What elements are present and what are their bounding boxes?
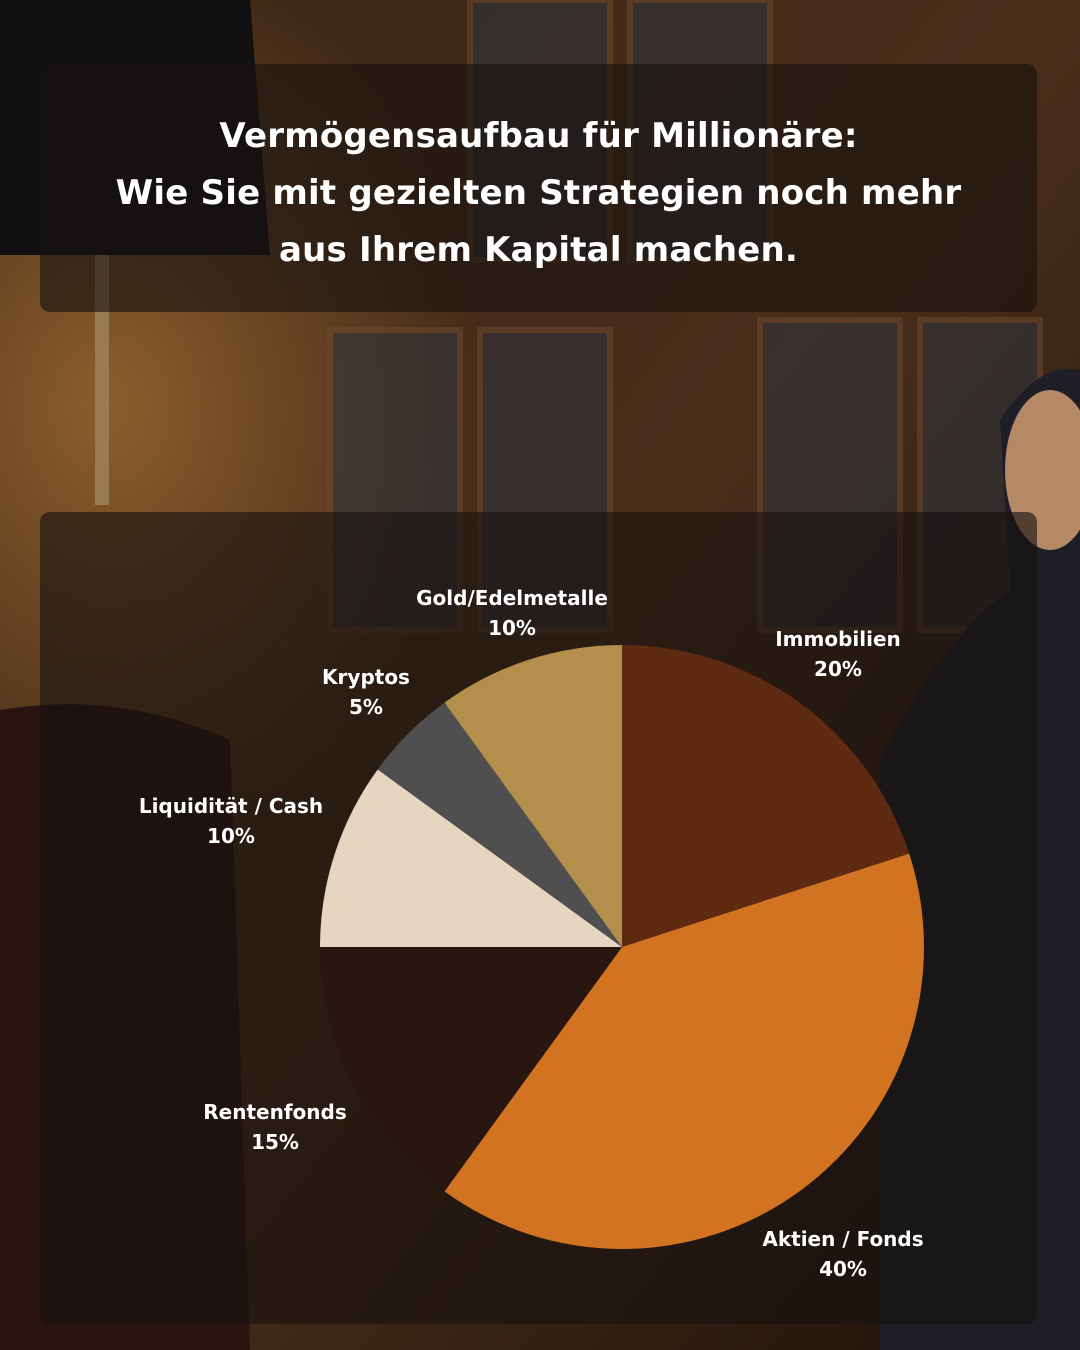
page-title: Vermögensaufbau für Millionäre: Wie Sie … [40, 108, 1037, 279]
title-panel [40, 64, 1037, 312]
slice-label-name: Kryptos [322, 665, 410, 689]
slice-label-value: 10% [207, 824, 255, 848]
slice-label-name: Rentenfonds [203, 1100, 347, 1124]
slice-label-value: 15% [251, 1130, 299, 1154]
slice-label: Gold/Edelmetalle 10% [416, 583, 608, 643]
pie-slice-liquidität-cash [320, 769, 622, 947]
slice-label: Kryptos 5% [322, 662, 410, 722]
slice-label-value: 10% [488, 616, 536, 640]
slice-label-name: Liquidität / Cash [138, 794, 324, 818]
slice-label: Rentenfonds 15% [203, 1097, 346, 1157]
slice-label-name: Gold/Edelmetalle [416, 586, 608, 610]
slice-label-name: Immobilien [775, 627, 901, 651]
slice-label-value: 20% [814, 657, 862, 681]
slice-label: Aktien / Fonds 40% [762, 1224, 923, 1284]
title-line-1: Vermögensaufbau für Millionäre: [219, 116, 858, 156]
title-line-3: aus Ihrem Kapital machen. [278, 230, 799, 270]
pie-slice-immobilien [622, 645, 910, 947]
pie-slice-kryptos [377, 702, 622, 947]
slice-label-value: 5% [349, 695, 383, 719]
pie-slice-rentenfonds [320, 947, 622, 1192]
pie-slice-aktien-fonds [444, 853, 924, 1249]
title-line-2: Wie Sie mit gezielten Strategien noch me… [115, 173, 962, 213]
slice-label: Liquidität / Cash 10% [139, 791, 323, 851]
pie-slice-gold-edelmetalle [444, 645, 622, 947]
slice-label: Immobilien 20% [775, 624, 901, 684]
slice-label-value: 40% [819, 1257, 867, 1281]
slice-label-name: Aktien / Fonds [762, 1227, 924, 1251]
